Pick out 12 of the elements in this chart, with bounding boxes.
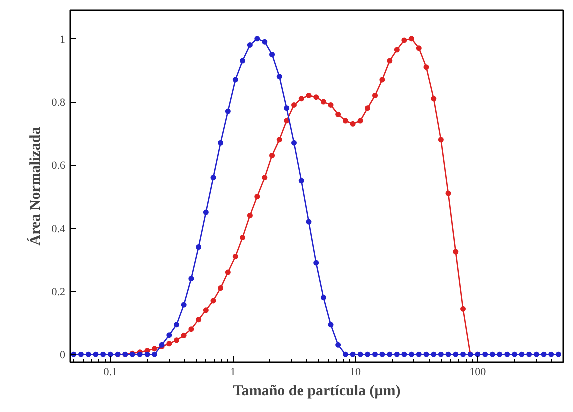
x-axis-title: Tamaño de partícula (μm) <box>233 384 401 400</box>
y-tick-label: 0.6 <box>52 160 66 172</box>
y-tick-label: 0.8 <box>52 97 66 110</box>
y-tick-label: 0.2 <box>52 286 66 298</box>
x-tick-label: 1 <box>230 366 236 378</box>
x-tick-label: 10 <box>350 366 362 378</box>
y-tick-label: 0.4 <box>52 223 66 236</box>
y-tick-label: 0 <box>60 350 66 362</box>
x-tick-label: 100 <box>470 366 487 378</box>
y-axis-title: Área Normalizada <box>26 126 44 246</box>
x-tick-label: 0.1 <box>104 366 118 378</box>
y-tick-label: 1 <box>60 34 66 46</box>
